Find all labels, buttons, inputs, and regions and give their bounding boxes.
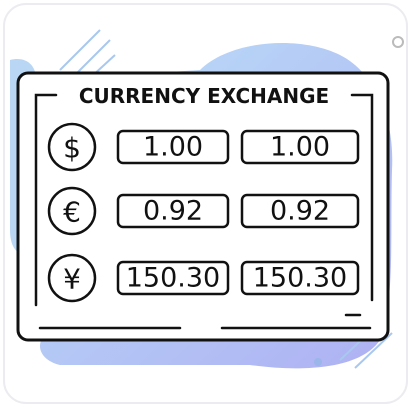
currency-icon <box>47 186 97 236</box>
amount-field <box>240 260 360 296</box>
amount-field <box>240 193 360 229</box>
amount-field <box>116 129 230 165</box>
currency-symbol: ¥ <box>63 263 81 296</box>
title: CURRENCY EXCHANGE <box>79 84 329 108</box>
amount-field <box>116 193 230 229</box>
currency-icon <box>47 253 97 303</box>
decor-dot <box>392 36 404 48</box>
currency-symbol: € <box>63 196 81 229</box>
amount-value: 1.00 <box>270 132 330 163</box>
amount-field <box>240 129 360 165</box>
decor-dot <box>314 358 322 366</box>
amount-value: 0.92 <box>143 196 203 227</box>
rows: $1.00 1.00 € 0.92 0.92 ¥ 150.30 150.30 <box>47 122 360 303</box>
amount-value: 0.92 <box>270 196 330 227</box>
amount-field <box>116 260 230 296</box>
amount-value: 150.30 <box>253 263 347 294</box>
currency-symbol: $ <box>63 132 81 165</box>
amount-value: 1.00 <box>143 132 203 163</box>
inner-frame <box>34 93 374 330</box>
currency-icon <box>47 122 97 172</box>
amount-value: 150.30 <box>126 263 220 294</box>
